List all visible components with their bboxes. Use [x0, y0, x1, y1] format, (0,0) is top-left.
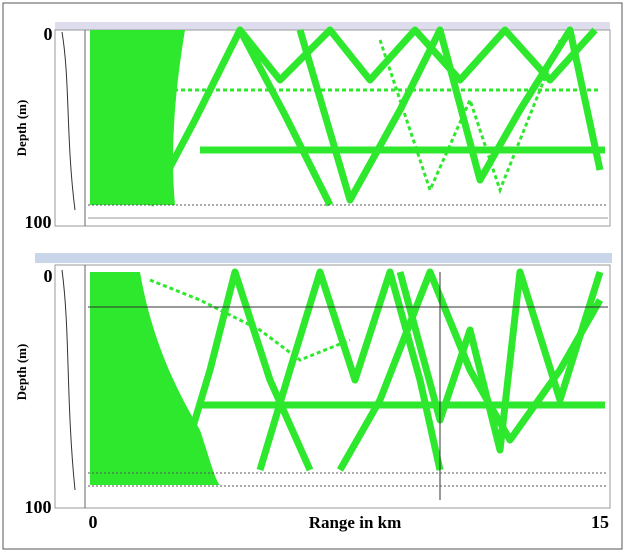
y-label: Depth (m): [14, 344, 29, 401]
depth-bottom: 100: [25, 212, 52, 232]
ray-fan: [90, 30, 185, 205]
ray: [378, 39, 562, 195]
title-bar: [55, 22, 610, 30]
sound-speed-profile: [61, 31, 76, 211]
sound-speed-profile: [61, 269, 76, 491]
depth-top: 0: [44, 266, 53, 286]
x-end: 15: [591, 512, 609, 532]
ray: [149, 278, 351, 362]
depth-top: 0: [44, 24, 53, 44]
title-bar: [35, 253, 612, 263]
top-panel: 0 100 Depth (m): [14, 22, 611, 232]
depth-bottom: 100: [25, 497, 52, 517]
ray-fan: [90, 272, 220, 485]
ray: [296, 26, 604, 204]
bottom-panel: 0 100 Depth (m): [14, 253, 612, 517]
x-label: Range in km: [309, 513, 402, 532]
y-label: Depth (m): [14, 100, 29, 157]
ray: [237, 26, 598, 84]
x-start: 0: [89, 512, 98, 532]
ray: [336, 268, 604, 472]
ray: [256, 268, 444, 472]
